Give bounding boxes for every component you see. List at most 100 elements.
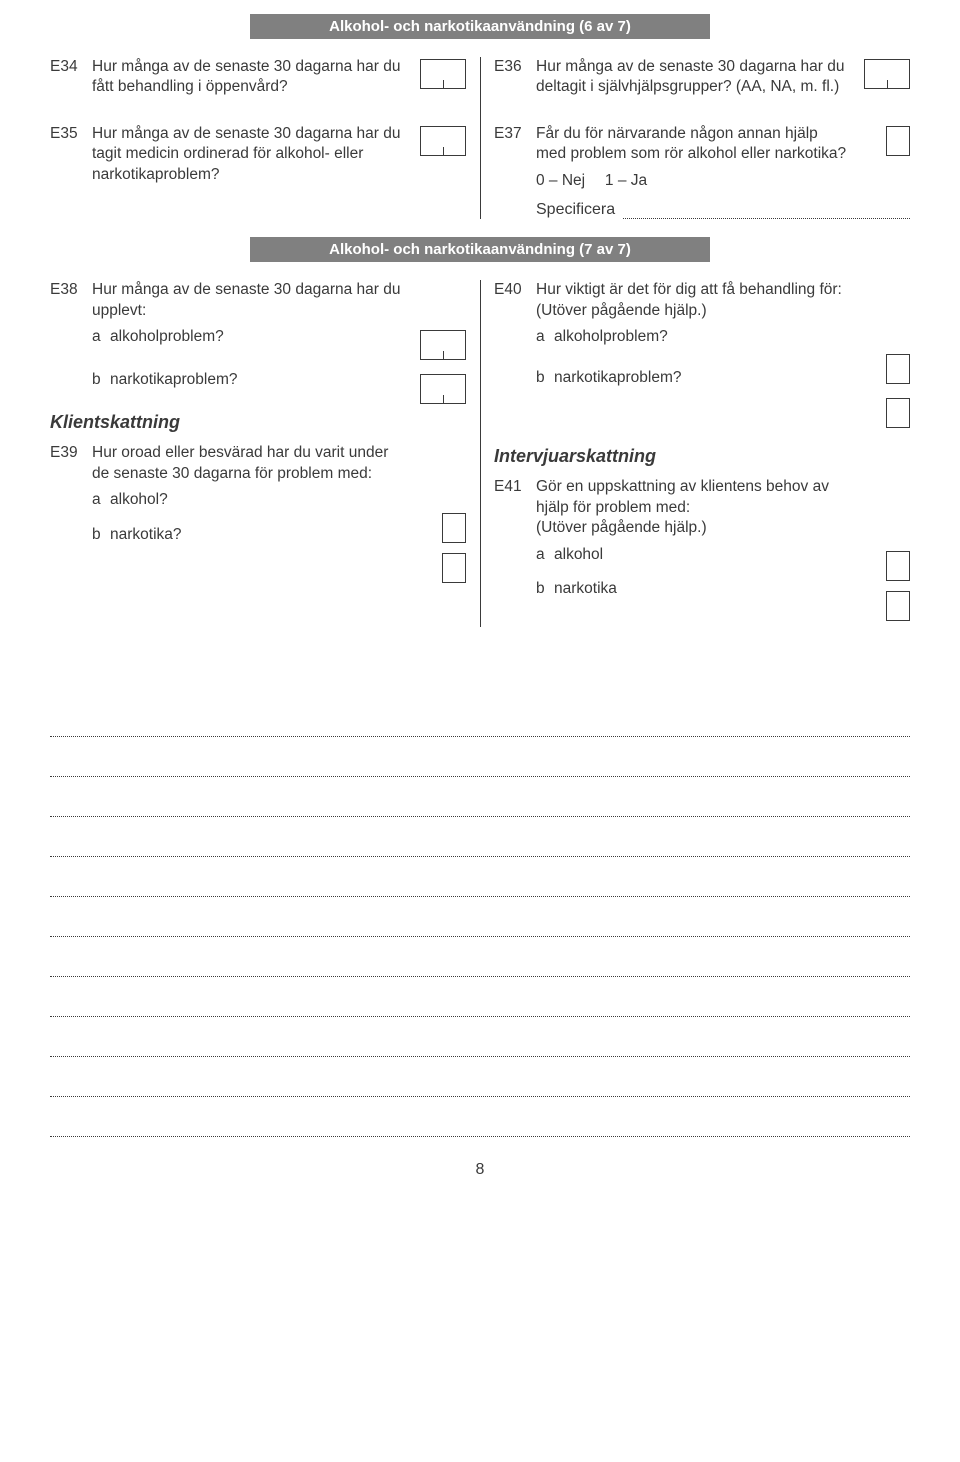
sub-letter: a [92,490,110,510]
dotted-write-line[interactable] [50,977,910,1017]
q-text: Gör en uppskattning av klientens behov a… [536,477,858,613]
answer-box-1digit[interactable] [886,398,910,428]
q-text: Hur många av de senaste 30 dagarna har d… [536,57,858,98]
q-text-main: Gör en uppskattning av klientens behov a… [536,478,829,515]
q-text: Hur många av de senaste 30 dagarna har d… [92,280,414,404]
section-header-6: Alkohol- och narkotikaanvändning (6 av 7… [250,14,710,39]
col-left: E38 Hur många av de senaste 30 dagarna h… [50,280,480,627]
answer-box-2digit[interactable] [420,59,466,89]
dotted-write-line[interactable] [50,737,910,777]
answer-box-wrap [414,124,466,156]
q-code: E40 [494,280,536,300]
section-6-columns: E34 Hur många av de senaste 30 dagarna h… [50,57,910,219]
sub-b: b narkotikaproblem? [92,370,404,390]
sub-letter: a [536,545,554,565]
answer-box-wrap [858,57,910,89]
answer-box-wrap [858,280,910,428]
sub-letter: b [536,579,554,599]
q-text-main: Hur viktigt är det för dig att få behand… [536,281,842,298]
q-e36: E36 Hur många av de senaste 30 dagarna h… [494,57,910,98]
q-text: Hur många av de senaste 30 dagarna har d… [92,57,414,98]
q-code: E38 [50,280,92,300]
col-right: E40 Hur viktigt är det för dig att få be… [480,280,910,627]
dotted-write-line[interactable] [50,777,910,817]
answer-box-wrap [414,443,466,583]
dotted-write-line[interactable] [50,857,910,897]
sub-text: alkoholproblem? [554,327,848,347]
q-code: E41 [494,477,536,497]
sub-letter: b [536,368,554,388]
sub-letter: b [92,525,110,545]
dotted-write-line[interactable] [50,937,910,977]
dotted-write-line[interactable] [50,697,910,737]
sub-b: b narkotika? [92,525,404,545]
sub-letter: a [536,327,554,347]
sub-text: narkotika? [110,525,404,545]
answer-box-wrap [414,57,466,89]
q-options: 0 – Nej 1 – Ja [536,171,848,191]
q-note: (Utöver pågående hjälp.) [536,519,707,536]
answer-box-wrap [858,124,910,156]
sub-text: narkotikaproblem? [110,370,404,390]
col-left: E34 Hur många av de senaste 30 dagarna h… [50,57,480,219]
sub-a: a alkohol [536,545,848,565]
intervjuarskattning-heading: Intervjuarskattning [494,446,910,467]
dotted-write-line[interactable] [623,207,910,219]
dotted-write-line[interactable] [50,1057,910,1097]
sub-a: a alkohol? [92,490,404,510]
answer-box-1digit[interactable] [886,551,910,581]
specify-line: Specificera [536,201,910,219]
answer-box-wrap [414,280,466,404]
dotted-write-line[interactable] [50,817,910,857]
q-code: E39 [50,443,92,463]
q-e41: E41 Gör en uppskattning av klientens beh… [494,477,910,621]
q-text: Hur oroad eller besvärad har du varit un… [92,443,414,559]
answer-box-1digit[interactable] [442,553,466,583]
q-e37: E37 Får du för närvarande någon annan hj… [494,124,910,191]
specify-label: Specificera [536,201,615,219]
dotted-write-line[interactable] [50,897,910,937]
sub-a: a alkoholproblem? [92,327,404,347]
vertical-divider [480,280,481,627]
answer-box-2digit[interactable] [864,59,910,89]
notes-lines [50,697,910,1137]
section-header-7: Alkohol- och narkotikaanvändning (7 av 7… [250,237,710,262]
answer-box-2digit[interactable] [420,330,466,360]
page-number: 8 [50,1161,910,1179]
sub-b: b narkotikaproblem? [536,368,848,388]
sub-text: alkohol? [110,490,404,510]
answer-box-2digit[interactable] [420,374,466,404]
col-right: E36 Hur många av de senaste 30 dagarna h… [480,57,910,219]
q-e38: E38 Hur många av de senaste 30 dagarna h… [50,280,466,404]
q-text: Hur många av de senaste 30 dagarna har d… [92,124,414,185]
sub-letter: b [92,370,110,390]
q-text: Får du för närvarande någon annan hjälp … [536,124,858,191]
sub-a: a alkoholproblem? [536,327,848,347]
q-text-main: Hur många av de senaste 30 dagarna har d… [92,281,401,318]
q-e40: E40 Hur viktigt är det för dig att få be… [494,280,910,428]
sub-letter: a [92,327,110,347]
q-text-main: Hur oroad eller besvärad har du varit un… [92,444,388,481]
q-note: (Utöver pågående hjälp.) [536,302,707,319]
answer-box-1digit[interactable] [886,354,910,384]
dotted-write-line[interactable] [50,1017,910,1057]
sub-text: alkohol [554,545,848,565]
q-code: E35 [50,124,92,144]
answer-box-2digit[interactable] [420,126,466,156]
q-text: Hur viktigt är det för dig att få behand… [536,280,858,402]
answer-box-wrap [858,477,910,621]
q-text-main: Får du för närvarande någon annan hjälp … [536,125,846,162]
q-e35: E35 Hur många av de senaste 30 dagarna h… [50,124,466,185]
sub-text: narkotikaproblem? [554,368,848,388]
vertical-divider [480,57,481,219]
klientskattning-heading: Klientskattning [50,412,466,433]
sub-text: alkoholproblem? [110,327,404,347]
sub-b: b narkotika [536,579,848,599]
dotted-write-line[interactable] [50,1097,910,1137]
page: Alkohol- och narkotikaanvändning (6 av 7… [0,14,960,1209]
q-code: E36 [494,57,536,77]
q-e39: E39 Hur oroad eller besvärad har du vari… [50,443,466,583]
answer-box-1digit[interactable] [442,513,466,543]
answer-box-1digit[interactable] [886,126,910,156]
answer-box-1digit[interactable] [886,591,910,621]
